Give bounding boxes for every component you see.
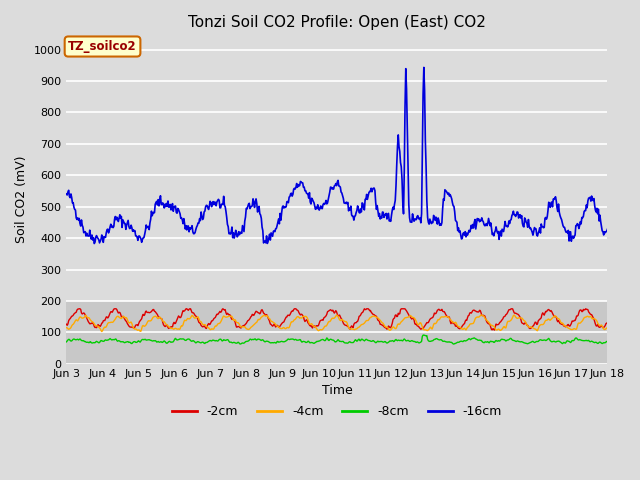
- X-axis label: Time: Time: [321, 384, 352, 397]
- Text: TZ_soilco2: TZ_soilco2: [68, 40, 137, 53]
- Title: Tonzi Soil CO2 Profile: Open (East) CO2: Tonzi Soil CO2 Profile: Open (East) CO2: [188, 15, 486, 30]
- Legend: -2cm, -4cm, -8cm, -16cm: -2cm, -4cm, -8cm, -16cm: [167, 400, 507, 423]
- Bar: [67, 301, 607, 364]
- Y-axis label: Soil CO2 (mV): Soil CO2 (mV): [15, 155, 28, 242]
